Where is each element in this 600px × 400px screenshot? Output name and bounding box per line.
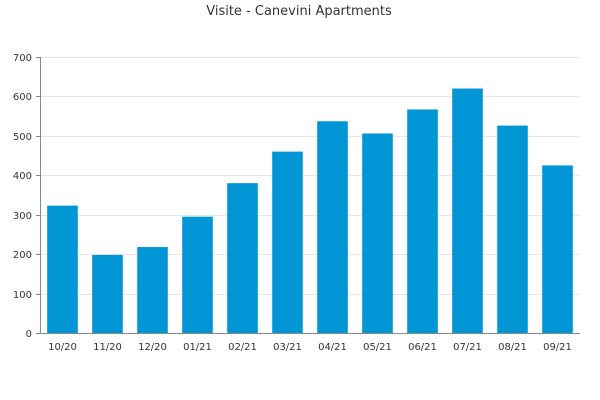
y-tick-label: 0 [26, 329, 32, 340]
x-tick-label: 08/21 [498, 342, 527, 353]
x-tick-labels: 10/20 11/20 12/20 01/21 02/21 03/21 04/21 05/21… [48, 342, 572, 353]
axes-layer [40, 57, 580, 334]
y-tick-label: 100 [13, 290, 32, 301]
x-tick-label: 05/21 [363, 342, 392, 353]
x-tick-label: 06/21 [408, 342, 437, 353]
y-tick-label: 400 [13, 171, 32, 182]
y-tick-label: 600 [13, 92, 32, 103]
chart-title: Visite - Canevini Apartments [206, 4, 392, 19]
bars-layer [47, 88, 573, 334]
x-tick-label: 04/21 [318, 342, 347, 353]
bar-02-21[interactable] [227, 183, 258, 333]
y-tick-labels: 0 100 200 300 400 500 600 700 [13, 53, 32, 340]
x-tick-label: 03/21 [273, 342, 302, 353]
y-tick-label: 200 [13, 250, 32, 261]
x-tick-label: 07/21 [453, 342, 482, 353]
bar-10-20[interactable] [47, 205, 78, 333]
x-tick-label: 10/20 [48, 342, 77, 353]
x-tick-label: 11/20 [93, 342, 122, 353]
bar-07-21[interactable] [452, 88, 483, 334]
bar-05-21[interactable] [362, 133, 393, 333]
grid-layer [36, 57, 580, 334]
bar-09-21[interactable] [542, 165, 573, 333]
y-tick-label: 300 [13, 211, 32, 222]
bar-06-21[interactable] [407, 109, 438, 333]
x-tick-label: 02/21 [228, 342, 257, 353]
bar-08-21[interactable] [497, 125, 528, 333]
bar-03-21[interactable] [272, 151, 303, 333]
x-tick-label: 01/21 [183, 342, 212, 353]
bar-11-20[interactable] [92, 254, 123, 333]
bar-04-21[interactable] [317, 121, 348, 333]
bar-01-21[interactable] [182, 216, 213, 333]
bar-12-20[interactable] [137, 247, 168, 333]
y-tick-label: 700 [13, 53, 32, 64]
x-tick-label: 12/20 [138, 342, 167, 353]
y-tick-label: 500 [13, 132, 32, 143]
x-tick-label: 09/21 [543, 342, 572, 353]
